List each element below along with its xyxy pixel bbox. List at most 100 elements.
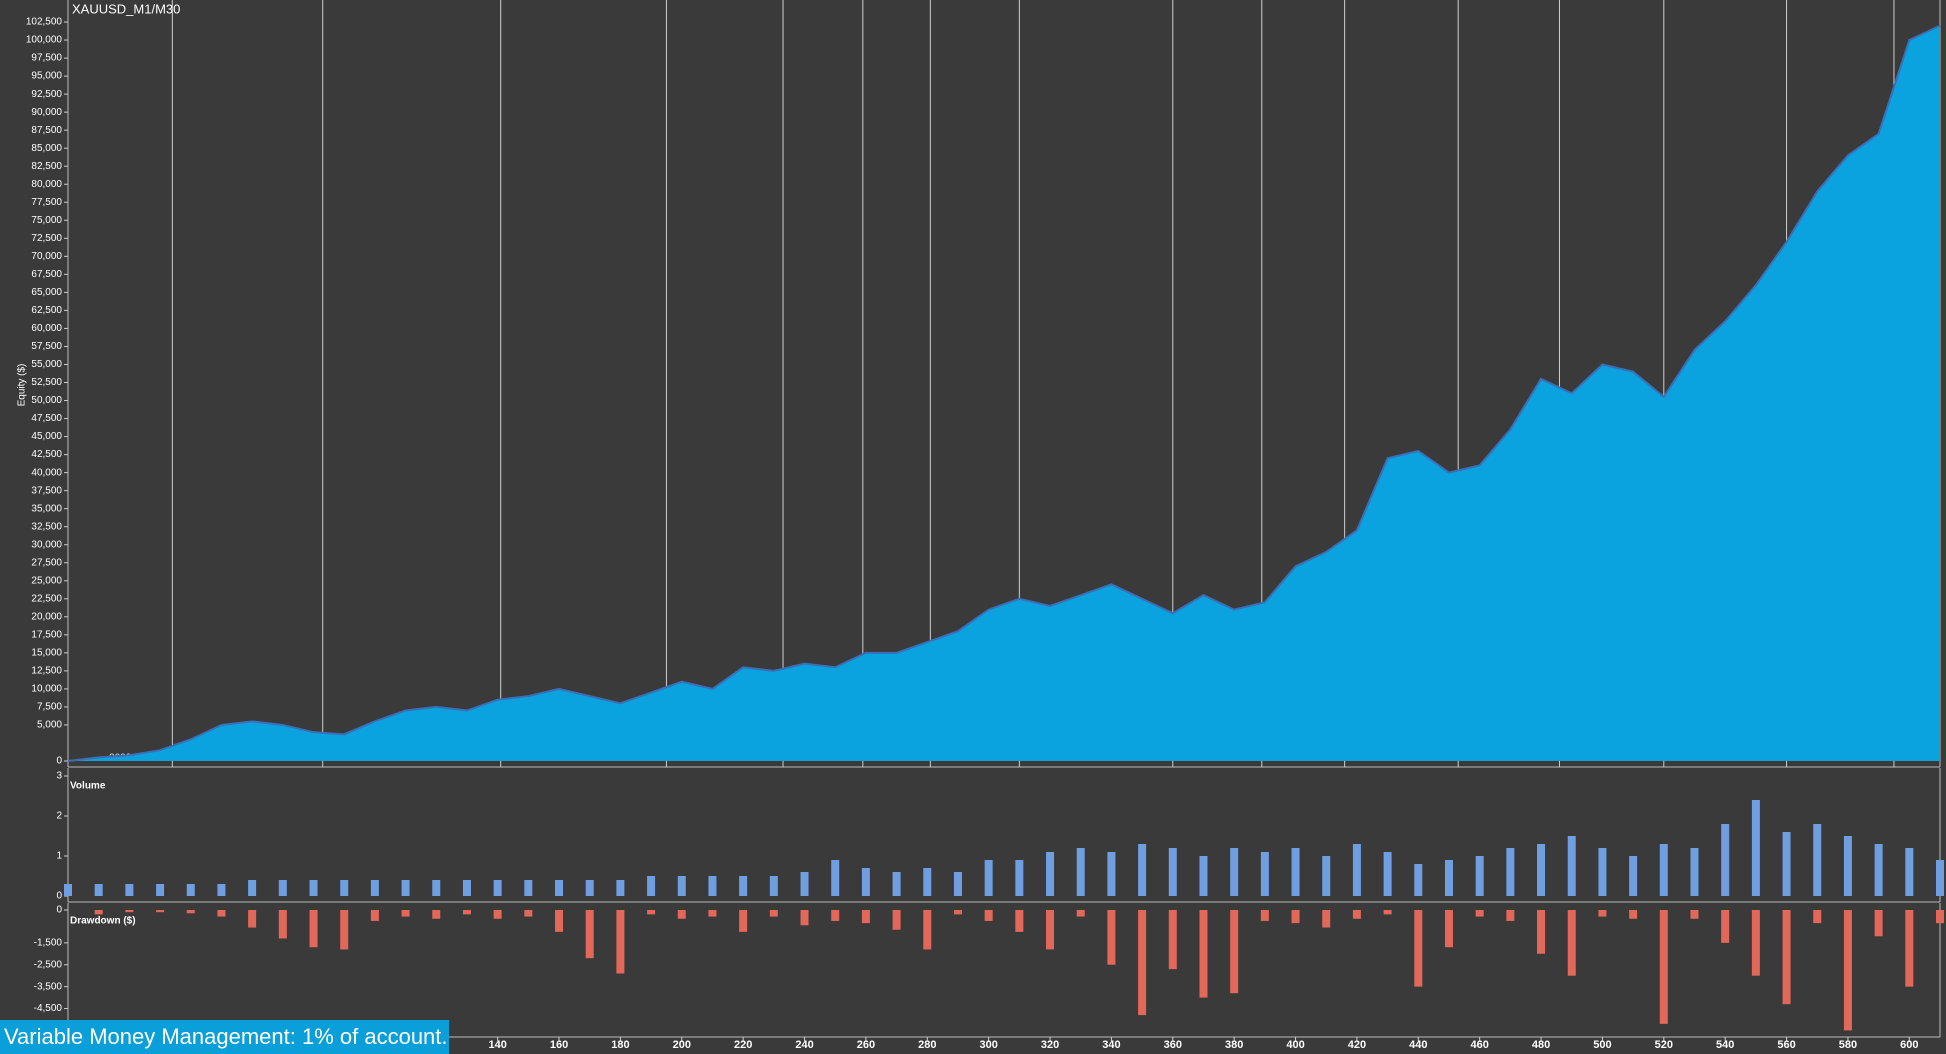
y-tick-label: 62,500 [31,305,62,316]
bar [708,876,717,896]
y-tick-label: 75,000 [31,215,62,226]
bar [1230,848,1239,896]
x-tick-label: 600 [1900,1039,1918,1051]
bar [953,872,962,896]
y-tick-label: 65,000 [31,287,62,298]
bar [401,910,410,917]
bar [984,910,993,921]
bar [1383,852,1392,896]
bar [1444,910,1453,948]
y-tick-label: 0 [56,905,62,916]
bar [1721,824,1730,896]
bar [1414,910,1423,987]
bar [278,910,287,939]
bar [984,860,993,896]
x-tick-label: 460 [1470,1039,1488,1051]
x-tick-label: 160 [550,1039,568,1051]
y-tick-label: 87,500 [31,125,62,136]
bar [1537,910,1546,954]
bar [800,872,809,896]
x-tick-label: 580 [1839,1039,1857,1051]
x-tick-label: 420 [1348,1039,1366,1051]
bar [677,876,686,896]
bar [125,910,134,913]
equity-area [68,25,1940,762]
bar [1874,844,1883,896]
bar [1168,910,1177,970]
y-tick-label: 40,000 [31,467,62,478]
y-tick-label: 100,000 [26,35,63,46]
bar [831,910,840,921]
bar [1291,910,1300,924]
bar [1782,910,1791,1005]
bar [1721,910,1730,943]
x-tick-label: 180 [611,1039,629,1051]
bar [800,910,809,926]
x-tick-label: 400 [1286,1039,1304,1051]
bar [1936,910,1944,924]
bar [340,880,349,896]
bar [309,910,318,948]
bar [462,880,471,896]
x-tick-label: 540 [1716,1039,1734,1051]
y-tick-label: 92,500 [31,89,62,100]
bar [1659,844,1668,896]
bar [1659,910,1668,1024]
y-tick-label: 77,500 [31,197,62,208]
bar [1199,910,1208,998]
y-tick-label: 35,000 [31,503,62,514]
bar [370,910,379,921]
y-tick-label: 22,500 [31,593,62,604]
bar [585,910,594,959]
bar [1260,910,1269,921]
bar [1567,836,1576,896]
y-tick-label: 47,500 [31,413,62,424]
bar [708,910,717,917]
bar [861,868,870,896]
y-tick-label: 25,000 [31,575,62,586]
bar [1444,860,1453,896]
bar [1537,844,1546,896]
bar [1138,910,1147,1016]
x-tick-label: 260 [857,1039,875,1051]
bar [217,884,226,896]
bar [555,910,564,932]
y-tick-label: 32,500 [31,521,62,532]
bar [923,868,932,896]
y-tick-label: 12,500 [31,666,62,677]
bar [64,884,72,896]
y-tick-label: 20,000 [31,611,62,622]
bar [1260,852,1269,896]
bar [1076,848,1085,896]
x-tick-label: 200 [673,1039,691,1051]
bar [1475,910,1484,917]
bar [248,880,257,896]
bar [340,910,349,950]
x-tick-label: 220 [734,1039,752,1051]
x-tick-label: 280 [918,1039,936,1051]
bar [1414,864,1423,896]
bar [309,880,318,896]
bar [1015,860,1024,896]
y-tick-label: 0 [56,756,62,767]
y-tick-label: 82,500 [31,161,62,172]
y-axis-label: Equity ($) [17,364,28,407]
y-tick-label: 57,500 [31,341,62,352]
x-tick-label: 440 [1409,1039,1427,1051]
bar [1291,848,1300,896]
chart-title: XAUUSD_M1/M30 [72,1,180,16]
bar [953,910,962,915]
y-tick-label: 60,000 [31,323,62,334]
panel-title: Volume [70,781,106,792]
equity-line [67,24,1941,762]
bar [94,910,103,915]
y-tick-label: 102,500 [26,17,63,28]
bar [1874,910,1883,937]
y-tick-label: 90,000 [31,107,62,118]
bar [616,910,625,974]
bar [493,880,502,896]
bar [1107,910,1116,965]
bar [769,910,778,917]
x-tick-label: 500 [1593,1039,1611,1051]
